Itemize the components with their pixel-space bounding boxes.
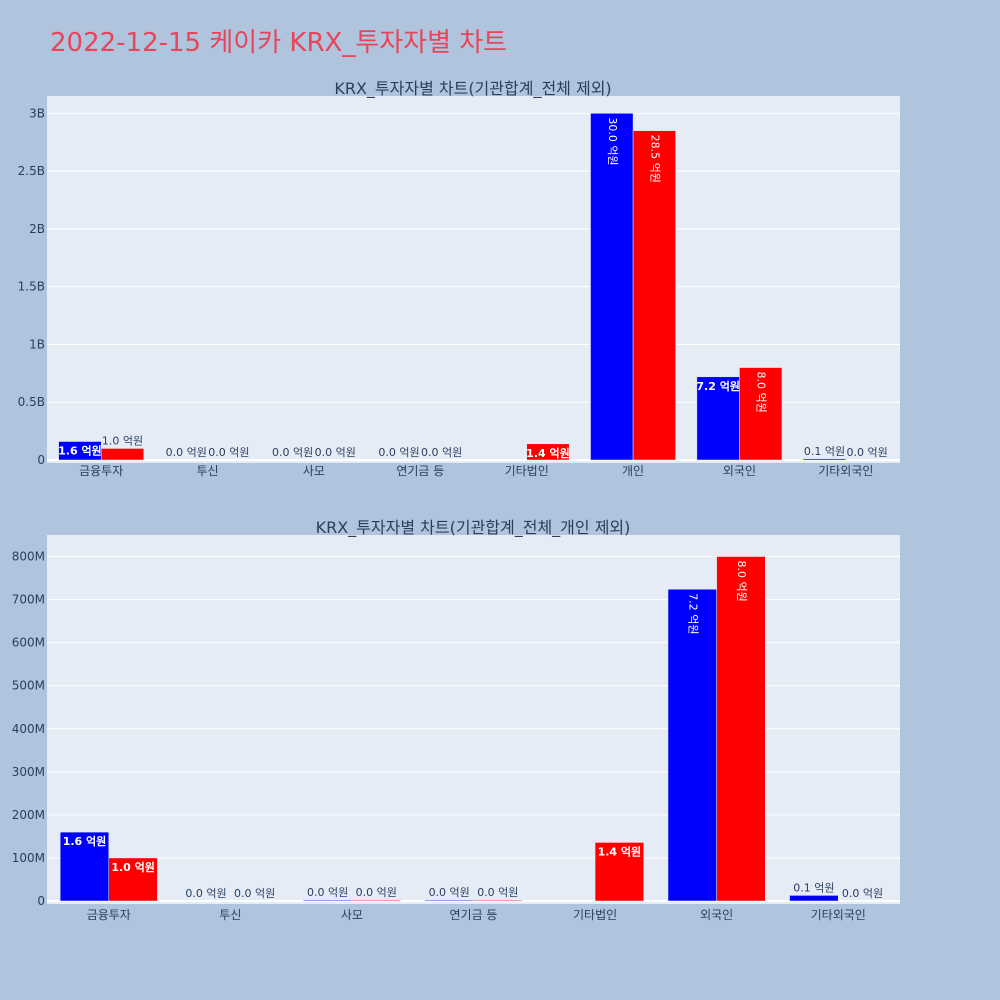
y-tick-label: 200M — [12, 808, 45, 822]
y-tick-label: 2.5B — [18, 164, 45, 178]
data-label: 0.1 억원 — [793, 881, 834, 894]
y-tick-label: 300M — [12, 765, 45, 779]
bar — [716, 556, 766, 902]
bar — [351, 899, 401, 902]
data-label: 1.4 억원 — [598, 844, 642, 858]
data-label: 1.4 억원 — [526, 446, 570, 460]
x-tick-label: 사모 — [341, 908, 363, 922]
data-label: 0.0 억원 — [842, 887, 883, 900]
data-label: 0.0 억원 — [166, 446, 207, 459]
bar — [590, 113, 634, 461]
x-tick-label: 외국인 — [723, 464, 756, 478]
bar — [594, 842, 644, 902]
bar — [100, 448, 144, 461]
data-label: 0.0 억원 — [272, 446, 313, 459]
bar — [108, 857, 158, 902]
bar — [526, 443, 570, 461]
bar — [632, 130, 676, 461]
chart-bottom: KRX_투자자별 차트(기관합계_전체_개인 제외) 0 100M 200M 300M 4… — [12, 518, 900, 922]
y-tick-label: 1B — [29, 337, 45, 351]
y-tick-label: 400M — [12, 722, 45, 736]
bar — [696, 376, 740, 461]
data-label: 0.0 억원 — [477, 886, 518, 899]
x-tick-label: 연기금 등 — [450, 908, 498, 922]
bar — [789, 895, 839, 902]
data-label: 0.0 억원 — [315, 446, 356, 459]
plot-area — [47, 535, 900, 904]
data-label: 0.0 억원 — [208, 446, 249, 459]
x-tick-label: 투신 — [219, 908, 241, 922]
x-tick-label: 금융투자 — [87, 908, 131, 922]
x-tick-label: 기타법인 — [505, 464, 549, 478]
data-label: 0.0 억원 — [356, 886, 397, 899]
data-label: 28.5 억원 — [648, 135, 661, 183]
bar — [303, 899, 353, 902]
data-label: 0.0 억원 — [378, 446, 419, 459]
y-tick-label: 0.5B — [18, 395, 45, 409]
x-tick-label: 개인 — [622, 464, 644, 478]
page-title: 2022-12-15 케이카 KRX_투자자별 차트 — [50, 28, 508, 58]
data-label: 0.1 억원 — [804, 445, 845, 458]
data-label: 1.0 억원 — [111, 860, 155, 874]
bar — [803, 458, 847, 461]
x-tick-label: 외국인 — [700, 908, 733, 922]
x-tick-label: 연기금 등 — [396, 464, 444, 478]
x-tick-label: 사모 — [303, 464, 325, 478]
y-tick-label: 2B — [29, 222, 45, 236]
y-tick-label: 1.5B — [18, 280, 45, 294]
y-tick-label: 800M — [12, 550, 45, 564]
y-tick-label: 700M — [12, 593, 45, 607]
data-label: 0.0 억원 — [234, 887, 275, 900]
data-label: 8.0 억원 — [735, 561, 748, 602]
data-label: 0.0 억원 — [846, 446, 887, 459]
bar — [473, 899, 523, 902]
data-label: 1.0 억원 — [102, 434, 143, 447]
chart-title: KRX_투자자별 차트(기관합계_전체_개인 제외) — [316, 518, 631, 538]
y-tick-label: 0 — [37, 894, 45, 908]
x-tick-label: 기타외국인 — [811, 908, 866, 922]
chart-title: KRX_투자자별 차트(기관합계_전체 제외) — [334, 79, 611, 99]
data-label: 30.0 억원 — [606, 117, 619, 165]
y-tick-label: 3B — [29, 106, 45, 120]
data-label: 1.6 억원 — [63, 834, 107, 848]
data-label: 0.0 억원 — [421, 446, 462, 459]
x-tick-label: 기타외국인 — [818, 464, 873, 478]
y-tick-label: 500M — [12, 679, 45, 693]
data-label: 7.2 억원 — [686, 593, 699, 634]
x-tick-label: 금융투자 — [79, 464, 123, 478]
bar — [739, 367, 783, 461]
data-label: 1.6 억원 — [58, 444, 102, 458]
data-label: 8.0 억원 — [755, 372, 768, 413]
y-tick-label: 600M — [12, 636, 45, 650]
bar — [667, 589, 717, 902]
y-tick-label: 0 — [37, 453, 45, 467]
data-label: 0.0 억원 — [185, 887, 226, 900]
data-label: 0.0 억원 — [307, 886, 348, 899]
x-tick-label: 기타법인 — [573, 908, 617, 922]
bar — [59, 831, 110, 902]
bar — [424, 899, 474, 902]
chart-top: KRX_투자자별 차트(기관합계_전체 제외) 0 0.5B 1B 1.5B 2B 2.5B… — [18, 79, 900, 478]
y-tick-label: 100M — [12, 851, 45, 865]
x-tick-label: 투신 — [197, 464, 219, 478]
data-label: 0.0 억원 — [429, 886, 470, 899]
data-label: 7.2 억원 — [696, 379, 740, 393]
